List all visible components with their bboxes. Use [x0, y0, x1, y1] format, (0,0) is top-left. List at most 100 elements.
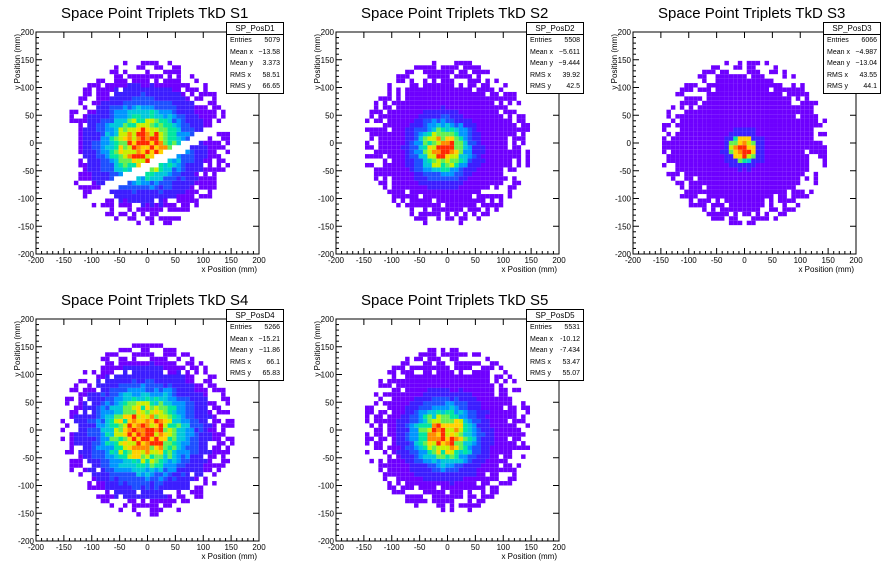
heatmap-cell: [800, 154, 805, 159]
heatmap-cell: [485, 140, 490, 146]
heatmap-cell: [467, 485, 473, 490]
heatmap-cell: [706, 149, 712, 155]
heatmap-cell: [480, 374, 486, 379]
heatmap-cell: [207, 185, 213, 190]
heatmap-cell: [127, 485, 132, 490]
heatmap-cell: [400, 432, 406, 437]
heatmap-cell: [391, 118, 397, 124]
heatmap-cell: [212, 405, 217, 411]
heatmap-cell: [131, 185, 137, 190]
heatmap-cell: [804, 145, 810, 150]
heatmap-cell: [87, 131, 92, 137]
heatmap-cell: [733, 118, 738, 124]
heatmap-cell: [87, 387, 92, 393]
heatmap-cell: [804, 176, 810, 181]
heatmap-cell: [454, 65, 459, 70]
heatmap-cell: [485, 387, 490, 393]
heatmap-cell: [387, 472, 392, 477]
heatmap-cell: [777, 158, 783, 163]
heatmap-cell: [485, 423, 490, 428]
heatmap-cell: [140, 361, 146, 366]
heatmap-cell: [440, 123, 446, 128]
heatmap-cell: [131, 100, 137, 106]
heatmap-cell: [525, 123, 531, 128]
heatmap-cell: [525, 410, 531, 415]
heatmap-cell: [733, 127, 738, 132]
heatmap-cell: [131, 405, 137, 411]
heatmap-cell: [387, 83, 392, 88]
heatmap-cell: [118, 131, 123, 137]
heatmap-cell: [445, 485, 450, 490]
heatmap-cell: [140, 74, 146, 79]
heatmap-cell: [400, 145, 406, 150]
heatmap-cell: [769, 207, 774, 212]
heatmap-cell: [216, 410, 222, 415]
heatmap-cell: [728, 118, 734, 124]
heatmap-cell: [194, 401, 199, 406]
heatmap-cell: [100, 136, 106, 141]
heatmap-cell: [405, 498, 410, 504]
heatmap-cell: [431, 114, 437, 119]
heatmap-cell: [431, 405, 437, 411]
heatmap-cell: [198, 118, 204, 124]
heatmap-cell: [158, 96, 164, 101]
heatmap-cell: [795, 189, 801, 195]
heatmap-cell: [489, 463, 495, 468]
heatmap-cell: [78, 171, 83, 177]
heatmap-cell: [145, 485, 150, 490]
heatmap-cell: [422, 476, 428, 482]
heatmap-cell: [418, 467, 423, 473]
heatmap-cell: [706, 194, 712, 199]
heatmap-cell: [405, 145, 410, 150]
heatmap-cell: [436, 176, 441, 181]
heatmap-cell: [449, 392, 455, 397]
y-tick-label: 100: [321, 84, 335, 93]
heatmap-cell: [158, 162, 164, 168]
heatmap-cell: [378, 118, 383, 124]
heatmap-cell: [185, 441, 190, 446]
heatmap-cell: [172, 96, 177, 101]
heatmap-cell: [194, 383, 199, 388]
y-tick-label: 100: [618, 84, 632, 93]
heatmap-cell: [494, 194, 499, 199]
heatmap-cell: [185, 467, 190, 473]
heatmap-cell: [431, 392, 437, 397]
heatmap-cell: [114, 378, 119, 384]
heatmap-cell: [185, 423, 190, 428]
heatmap-cell: [405, 436, 410, 442]
heatmap-cell: [207, 423, 213, 428]
heatmap-cell: [418, 123, 423, 128]
heatmap-cell: [122, 378, 128, 384]
heatmap-cell: [378, 432, 383, 437]
heatmap-cell: [409, 167, 415, 172]
heatmap-cell: [449, 485, 455, 490]
heatmap-cell: [480, 100, 486, 106]
heatmap-cell: [378, 167, 383, 172]
heatmap-cell: [198, 167, 204, 172]
heatmap-cell: [409, 436, 415, 442]
heatmap-cell: [454, 494, 459, 499]
heatmap-cell: [122, 418, 128, 424]
heatmap-cell: [100, 485, 106, 490]
heatmap-cell: [454, 423, 459, 428]
heatmap-cell: [87, 427, 92, 433]
heatmap-cell: [396, 100, 401, 106]
heatmap-cell: [769, 162, 774, 168]
heatmap-cell: [105, 171, 110, 177]
heatmap-cell: [158, 202, 164, 208]
heatmap-cell: [127, 445, 132, 450]
heatmap-cell: [414, 83, 419, 88]
heatmap-cell: [87, 83, 92, 88]
heatmap-cell: [503, 123, 508, 128]
heatmap-cell: [136, 87, 141, 92]
heatmap-cell: [167, 392, 173, 397]
heatmap-cell: [96, 114, 101, 119]
heatmap-cell: [467, 105, 473, 110]
heatmap-cell: [136, 185, 141, 190]
heatmap-cell: [418, 432, 423, 437]
heatmap-cell: [795, 162, 801, 168]
heatmap-cell: [742, 96, 747, 101]
heatmap-cell: [409, 114, 415, 119]
heatmap-cell: [105, 467, 110, 473]
heatmap-cell: [472, 378, 477, 384]
